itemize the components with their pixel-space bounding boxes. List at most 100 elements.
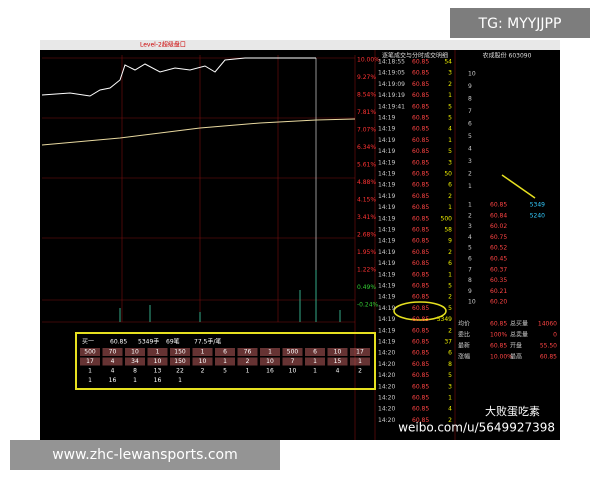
trade-cell: 60.85 bbox=[412, 92, 429, 99]
buy-cell: 60.45 bbox=[490, 256, 507, 263]
summary-cell: 涨幅 bbox=[458, 353, 470, 361]
trade-cell: 60.85 bbox=[412, 249, 429, 256]
queue-head: 60.85 bbox=[110, 339, 127, 346]
trade-cell: 60.85 bbox=[412, 361, 429, 368]
trade-cell: 14:20 bbox=[378, 417, 395, 424]
trade-cell: 14:19 bbox=[378, 193, 395, 200]
queue-cell-bg bbox=[147, 357, 168, 366]
buy-cell: 4 bbox=[468, 234, 472, 241]
summary-cell: 60.85 bbox=[490, 343, 507, 350]
summary-cell: 最新 bbox=[458, 342, 470, 350]
buy-cell: 60.85 bbox=[490, 202, 507, 209]
sell-level: 10 bbox=[468, 71, 476, 78]
trade-cell: 14:19 bbox=[378, 182, 395, 189]
tg-watermark: TG: MYYJJPP bbox=[478, 16, 562, 32]
trade-cell: 14:19 bbox=[378, 260, 395, 267]
buy-cell: 7 bbox=[468, 266, 472, 273]
trade-cell: 1 bbox=[448, 137, 452, 144]
trade-cell: 4 bbox=[448, 126, 452, 133]
annotation-arrow bbox=[501, 174, 536, 199]
trade-cell: 58 bbox=[444, 227, 452, 234]
trade-cell: 5 bbox=[448, 115, 452, 122]
queue-cell: 1 bbox=[268, 349, 272, 356]
tab-title: 逐笔成交与分时成交明细 bbox=[382, 52, 448, 60]
buy-cell: 2 bbox=[468, 212, 472, 219]
trade-cell: 60.85 bbox=[412, 215, 429, 222]
sell-level: 9 bbox=[468, 83, 472, 90]
queue-cell-bg bbox=[350, 348, 370, 356]
trade-cell: 50 bbox=[444, 171, 452, 178]
queue-cell-bg bbox=[305, 348, 325, 356]
sell-level: 6 bbox=[468, 121, 472, 128]
trade-cell: 60.85 bbox=[412, 283, 429, 290]
queue-cell: 500 bbox=[84, 349, 96, 356]
sell-level: 7 bbox=[468, 108, 472, 115]
axis-label: 9.27% bbox=[357, 74, 376, 81]
queue-cell: 6 bbox=[223, 349, 227, 356]
queue-cell: 4 bbox=[111, 368, 115, 375]
axis-label: 5.61% bbox=[357, 162, 376, 169]
trade-cell: 14:19:09 bbox=[378, 81, 405, 88]
trade-cell: 14:20 bbox=[378, 395, 395, 402]
trade-cell: 14:18:55 bbox=[378, 59, 405, 66]
queue-cell: 2 bbox=[201, 368, 205, 375]
trade-cell: 5 bbox=[448, 305, 452, 312]
trade-cell: 14:20 bbox=[378, 372, 395, 379]
trade-cell: 3 bbox=[448, 383, 452, 390]
trade-cell: 1 bbox=[448, 204, 452, 211]
queue-cell: 10 bbox=[154, 358, 162, 365]
queue-cell: 1 bbox=[358, 358, 362, 365]
queue-cell: 6 bbox=[313, 349, 317, 356]
buy-cell: 8 bbox=[468, 277, 472, 284]
queue-cell-bg bbox=[170, 357, 190, 366]
summary-cell: 14060 bbox=[538, 321, 557, 328]
summary-cell: 委比 bbox=[458, 331, 470, 339]
queue-cell-bg bbox=[260, 348, 280, 356]
queue-cell: 70 bbox=[109, 349, 117, 356]
trade-cell: 60.85 bbox=[412, 227, 429, 234]
buy-cell: 3 bbox=[468, 223, 472, 230]
trade-cell: 14:19 bbox=[378, 126, 395, 133]
queue-cell: 500 bbox=[287, 349, 299, 356]
trade-cell: 60.85 bbox=[412, 137, 429, 144]
axis-label: 8.54% bbox=[357, 92, 376, 99]
trade-cell: 2 bbox=[448, 249, 452, 256]
queue-cell: 2 bbox=[246, 358, 250, 365]
trade-cell: 3 bbox=[448, 70, 452, 77]
queue-cell: 1 bbox=[246, 368, 250, 375]
trade-cell: 14:19 bbox=[378, 171, 395, 178]
sell-level: 3 bbox=[468, 158, 472, 165]
queue-cell-bg bbox=[125, 348, 145, 356]
queue-cell-bg bbox=[350, 357, 370, 366]
buy-cell: 6 bbox=[468, 256, 472, 263]
trade-cell: 14:19 bbox=[378, 115, 395, 122]
trade-cell: 14:20 bbox=[378, 383, 395, 390]
sell-level: 8 bbox=[468, 96, 472, 103]
summary-cell: 60.85 bbox=[490, 321, 507, 328]
trade-cell: 14:19:41 bbox=[378, 103, 405, 110]
trade-cell: 14:20 bbox=[378, 406, 395, 413]
trade-cell: 5 bbox=[448, 148, 452, 155]
queue-cell: 7 bbox=[291, 358, 295, 365]
trade-cell: 1 bbox=[448, 395, 452, 402]
trade-cell: 1 bbox=[448, 271, 452, 278]
buy-cell: 5 bbox=[468, 245, 472, 252]
queue-cell-bg bbox=[327, 357, 348, 366]
queue-cell: 8 bbox=[133, 368, 137, 375]
queue-cell-bg bbox=[102, 357, 123, 366]
queue-cell: 10 bbox=[289, 368, 297, 375]
trade-cell: 2 bbox=[448, 417, 452, 424]
trade-cell: 14:19 bbox=[378, 238, 395, 245]
trade-cell: 14:19 bbox=[378, 137, 395, 144]
buy-cell: 9 bbox=[468, 288, 472, 295]
trade-cell: 14:19 bbox=[378, 215, 395, 222]
trade-cell: 60.85 bbox=[412, 70, 429, 77]
summary-cell: 100% bbox=[490, 332, 507, 339]
trade-cell: 60.85 bbox=[412, 406, 429, 413]
trade-cell: 14:20 bbox=[378, 350, 395, 357]
sell-level: 1 bbox=[468, 183, 472, 190]
queue-cell: 4 bbox=[336, 368, 340, 375]
queue-cell: 150 bbox=[174, 358, 186, 365]
trade-cell: 3 bbox=[448, 159, 452, 166]
